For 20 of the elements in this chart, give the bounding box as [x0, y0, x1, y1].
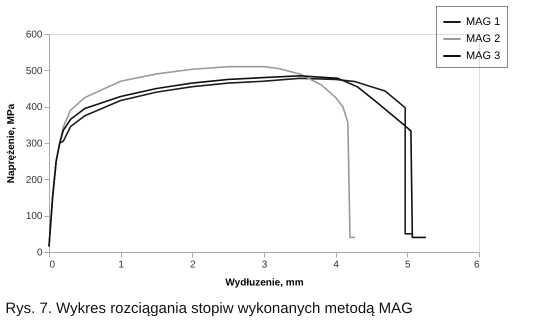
x-axis-title: Wydłuzenie, mm — [225, 278, 304, 288]
x-tick-label: 0 — [50, 260, 56, 270]
x-tick-label: 6 — [474, 260, 480, 270]
y-tick-label: 600 — [26, 30, 43, 40]
legend-label: MAG 3 — [466, 50, 500, 62]
y-tick-label: 0 — [36, 248, 43, 258]
x-tick-label: 3 — [262, 260, 268, 270]
x-tick-label: 1 — [118, 260, 124, 270]
x-tick-label: 5 — [405, 260, 412, 270]
x-tick-label: 4 — [333, 260, 340, 270]
x-tick-label: 2 — [190, 260, 196, 270]
y-tick-label: 400 — [26, 102, 43, 114]
y-axis-title: Naprężenie, MPa — [6, 103, 17, 184]
legend-label: MAG 1 — [466, 16, 500, 28]
text: Rys. 7. Wykres rozciągania stopiw wykonanych metodą MAG — [5, 300, 413, 317]
legend-label: MAG 2 — [466, 33, 500, 45]
y-tick-label: 300 — [26, 138, 43, 150]
y-tick-label: 100 — [26, 211, 43, 222]
y-tick-label: 200 — [26, 174, 43, 186]
y-tick-label: 500 — [26, 66, 43, 77]
